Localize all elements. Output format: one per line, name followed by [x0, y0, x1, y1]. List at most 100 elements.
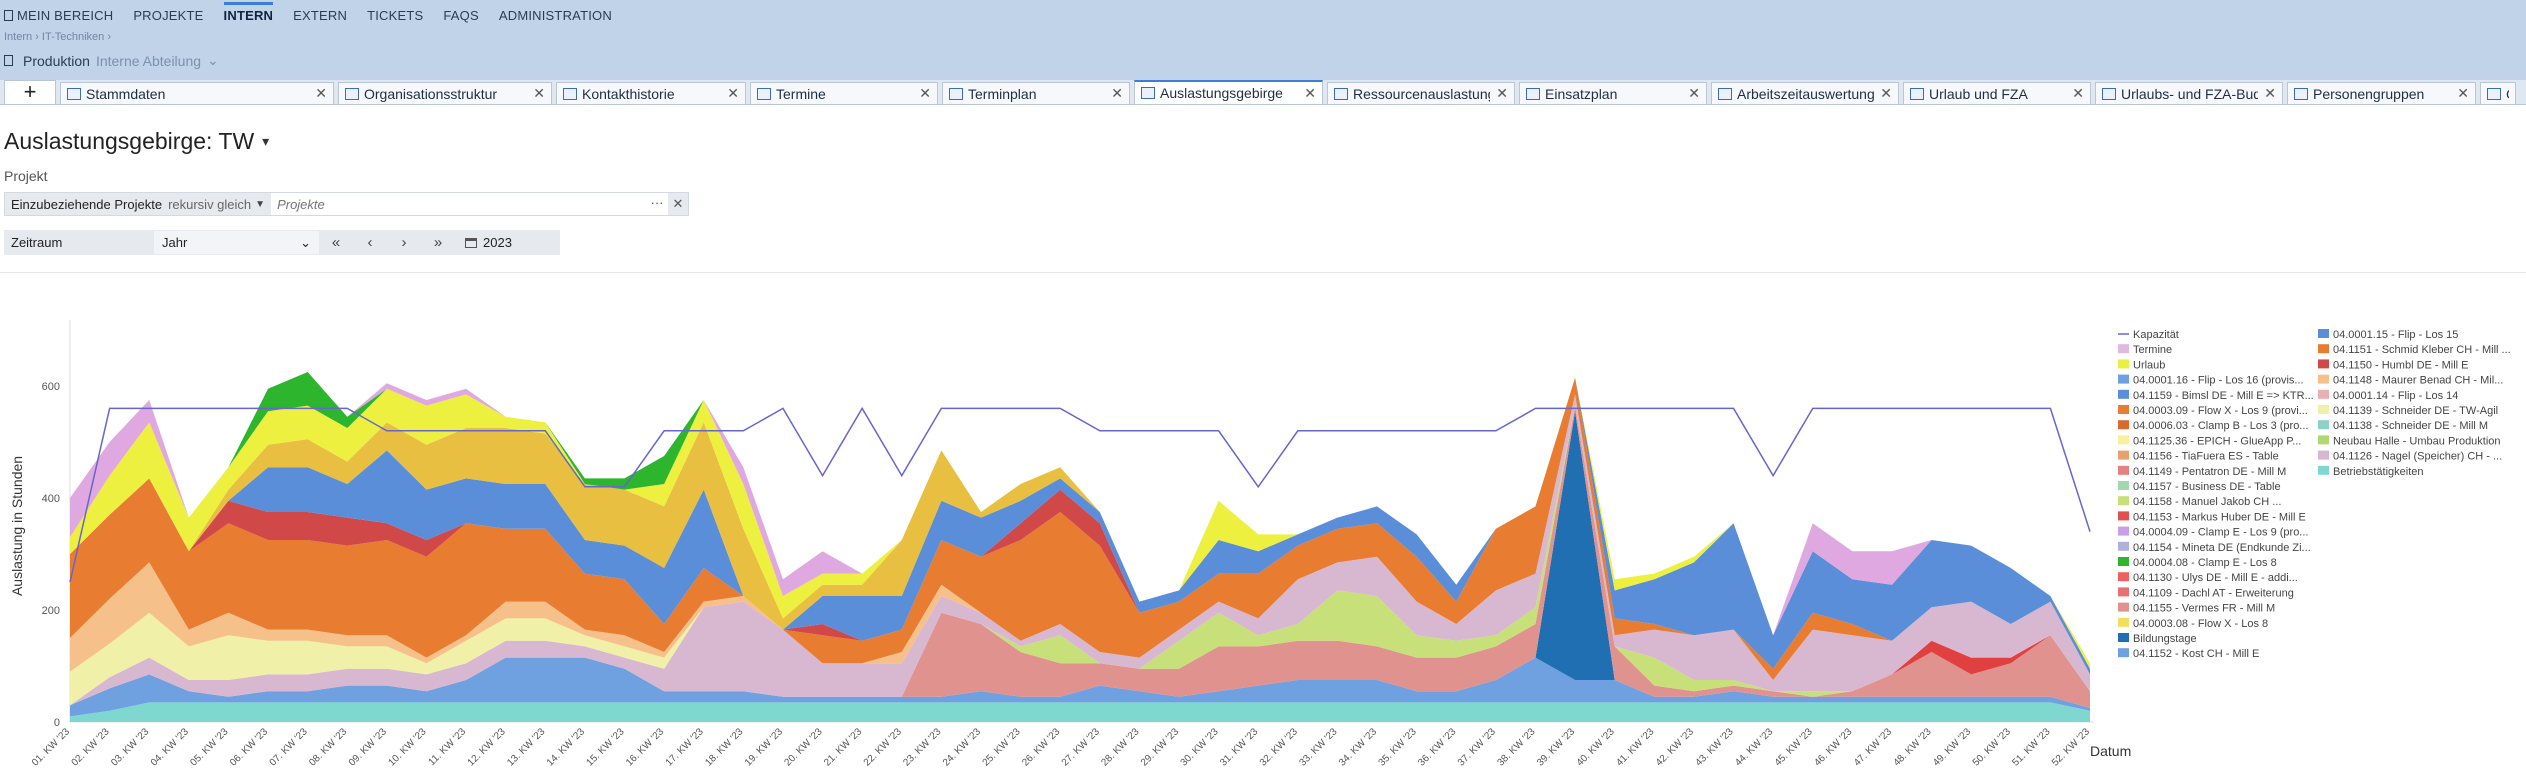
- close-icon[interactable]: ✕: [1496, 85, 1508, 101]
- close-icon[interactable]: ✕: [533, 85, 545, 101]
- legend-entry[interactable]: 04.1130 - Ulys DE - Mill E - addi...: [2133, 572, 2298, 584]
- year-picker[interactable]: 2023: [465, 235, 512, 250]
- close-icon[interactable]: ✕: [1304, 84, 1316, 101]
- tab-stammdaten[interactable]: Stammdaten ✕: [60, 82, 334, 104]
- tab-terminplan[interactable]: Terminplan ✕: [942, 82, 1130, 104]
- close-icon[interactable]: ✕: [2457, 85, 2469, 101]
- tab-termine[interactable]: Termine ✕: [750, 82, 938, 104]
- legend-swatch: [2318, 420, 2329, 430]
- series-area-2[interactable]: [70, 411, 2090, 708]
- legend-entry[interactable]: 04.1153 - Markus Huber DE - Mill E: [2133, 511, 2306, 523]
- legend-entry[interactable]: 04.1154 - Mineta DE (Endkunde Zi...: [2133, 542, 2311, 554]
- legend-entry[interactable]: 04.1151 - Schmid Kleber CH - Mill ...: [2333, 344, 2511, 356]
- tab-auslastungsgebirge[interactable]: Auslastungsgebirge ✕: [1134, 80, 1323, 104]
- period-unit-select[interactable]: Jahr ⌄: [154, 231, 319, 254]
- x-tick-label: 32. KW '23: [1258, 726, 1300, 768]
- legend-entry[interactable]: 04.1156 - TiaFuera ES - Table: [2133, 451, 2279, 463]
- legend-entry[interactable]: Betriebstätigkeiten: [2333, 466, 2424, 478]
- legend-entry[interactable]: 04.1149 - Pentatron DE - Mill M: [2133, 466, 2286, 478]
- nav-item-projekte[interactable]: PROJEKTE: [133, 7, 204, 23]
- legend-entry[interactable]: 04.1138 - Schneider DE - Mill M: [2333, 420, 2488, 432]
- x-tick-label: 25. KW '23: [981, 726, 1023, 768]
- nav-item-administration[interactable]: ADMINISTRATION: [498, 7, 612, 23]
- capacity-line[interactable]: [69, 406, 2091, 583]
- tab-einsatzplan[interactable]: Einsatzplan ✕: [1519, 82, 1707, 104]
- legend-entry[interactable]: 04.0001.15 - Flip - Los 15: [2333, 329, 2458, 341]
- close-icon[interactable]: ✕: [2072, 85, 2084, 101]
- nav-item-extern[interactable]: EXTERN: [293, 7, 348, 23]
- legend-entry[interactable]: 04.0004.08 - Clamp E - Los 8: [2133, 557, 2277, 569]
- home-icon[interactable]: [4, 9, 13, 21]
- legend-entry[interactable]: 04.0004.09 - Clamp E - Los 9 (pro...: [2133, 527, 2308, 539]
- project-input[interactable]: [271, 193, 646, 215]
- legend-entry[interactable]: 04.1158 - Manuel Jakob CH ...: [2133, 496, 2281, 508]
- legend-entry[interactable]: 04.1152 - Kost CH - Mill E: [2133, 648, 2259, 660]
- series-area-7[interactable]: [70, 394, 2090, 706]
- tab-urlaub-und-fza[interactable]: Urlaub und FZA ✕: [1903, 82, 2091, 104]
- page-title[interactable]: Auslastungsgebirge: TW ▾: [4, 128, 269, 155]
- close-icon[interactable]: ✕: [1688, 85, 1700, 101]
- clear-icon[interactable]: ✕: [672, 196, 684, 211]
- tab-grun[interactable]: Grun: [2480, 82, 2516, 104]
- legend-entry[interactable]: Bildungstage: [2133, 633, 2197, 645]
- legend-entry[interactable]: 04.1155 - Vermes FR - Mill M: [2133, 603, 2275, 615]
- legend-entry[interactable]: 04.0003.09 - Flow X - Los 9 (provi...: [2133, 405, 2308, 417]
- legend-entry[interactable]: 04.1125.36 - EPICH - GlueApp P...: [2133, 435, 2301, 447]
- tab-ressourcenauslastung[interactable]: Ressourcenauslastung ✕: [1327, 82, 1515, 104]
- first-period-icon[interactable]: «: [331, 234, 341, 251]
- x-tick-label: 09. KW '23: [347, 726, 389, 768]
- legend-swatch: [2118, 633, 2129, 642]
- legend-entry[interactable]: 04.1157 - Business DE - Table: [2133, 481, 2281, 493]
- chevron-down-icon[interactable]: ▼: [255, 198, 266, 210]
- tab-kontakthistorie[interactable]: Kontakthistorie ✕: [556, 82, 746, 104]
- legend-entry[interactable]: 04.0003.08 - Flow X - Los 8: [2133, 618, 2268, 630]
- legend-entry[interactable]: 04.1150 - Humbl DE - Mill E: [2333, 359, 2469, 371]
- series-area-14[interactable]: [70, 372, 2090, 664]
- x-tick-label: 41. KW '23: [1614, 726, 1656, 768]
- close-icon[interactable]: ✕: [727, 85, 739, 101]
- chevron-down-icon[interactable]: ⌄: [207, 52, 219, 68]
- filter-operator[interactable]: rekursiv gleich: [168, 196, 252, 212]
- tab-arbeitszeitauswertung[interactable]: Arbeitszeitauswertung ✕: [1711, 82, 1899, 104]
- legend-entry[interactable]: 04.0001.14 - Flip - Los 14: [2333, 390, 2458, 402]
- legend-entry[interactable]: Neubau Halle - Umbau Produktion: [2333, 435, 2501, 447]
- series-area-1[interactable]: [70, 657, 2090, 717]
- close-icon[interactable]: ✕: [2264, 85, 2276, 101]
- close-icon[interactable]: ✕: [1111, 85, 1123, 101]
- legend-swatch: [2118, 496, 2129, 506]
- y-tick-label: 600: [42, 381, 60, 393]
- close-icon[interactable]: ✕: [1880, 85, 1892, 101]
- legend-entry[interactable]: Kapazität: [2133, 329, 2179, 341]
- series-area-10[interactable]: [70, 377, 2090, 675]
- nav-item-mein-bereich[interactable]: MEIN BEREICH: [17, 7, 114, 23]
- legend-entry[interactable]: 04.1126 - Nagel (Speicher) CH - ...: [2333, 451, 2502, 463]
- tab-label: Stammdaten: [86, 85, 166, 102]
- more-button[interactable]: ···: [646, 193, 668, 215]
- legend-entry[interactable]: 04.0001.16 - Flip - Los 16 (provis...: [2133, 375, 2304, 387]
- legend-entry[interactable]: Termine: [2133, 344, 2172, 356]
- last-period-icon[interactable]: »: [433, 234, 443, 251]
- series-area-0[interactable]: [70, 702, 2090, 722]
- close-icon[interactable]: ✕: [315, 85, 327, 101]
- chevron-down-icon[interactable]: ▾: [262, 133, 270, 149]
- prev-period-icon[interactable]: ‹: [367, 234, 373, 251]
- series-area-3[interactable]: [70, 405, 2090, 708]
- add-tab-button[interactable]: +: [4, 80, 56, 104]
- nav-item-intern[interactable]: INTERN: [223, 1, 274, 23]
- tab-urlaubs-und-fza-budgets[interactable]: Urlaubs- und FZA-Budgets ✕: [2095, 82, 2283, 104]
- context-selector[interactable]: Produktion Interne Abteilung ⌄: [4, 52, 219, 69]
- next-period-icon[interactable]: ›: [401, 234, 407, 251]
- tab-personengruppen[interactable]: Personengruppen ✕: [2287, 82, 2476, 104]
- nav-item-tickets[interactable]: TICKETS: [367, 7, 424, 23]
- legend-entry[interactable]: 04.1159 - Bimsl DE - Mill E => KTR...: [2133, 390, 2314, 402]
- nav-item-faqs[interactable]: FAQS: [443, 7, 479, 23]
- tab-organisationsstruktur[interactable]: Organisationsstruktur ✕: [338, 82, 552, 104]
- breadcrumb[interactable]: Intern › IT-Techniken ›: [4, 31, 111, 43]
- close-icon[interactable]: ✕: [919, 85, 931, 101]
- legend-entry[interactable]: 04.1148 - Maurer Benad CH - Mil...: [2333, 375, 2503, 387]
- legend-entry[interactable]: 04.1109 - Dachl AT - Erweiterung: [2133, 587, 2294, 599]
- legend-entry[interactable]: Urlaub: [2133, 359, 2165, 371]
- series-area-6[interactable]: [70, 394, 2090, 706]
- legend-entry[interactable]: 04.0006.03 - Clamp B - Los 3 (pro...: [2133, 420, 2308, 432]
- legend-entry[interactable]: 04.1139 - Schneider DE - TW-Agil: [2333, 405, 2498, 417]
